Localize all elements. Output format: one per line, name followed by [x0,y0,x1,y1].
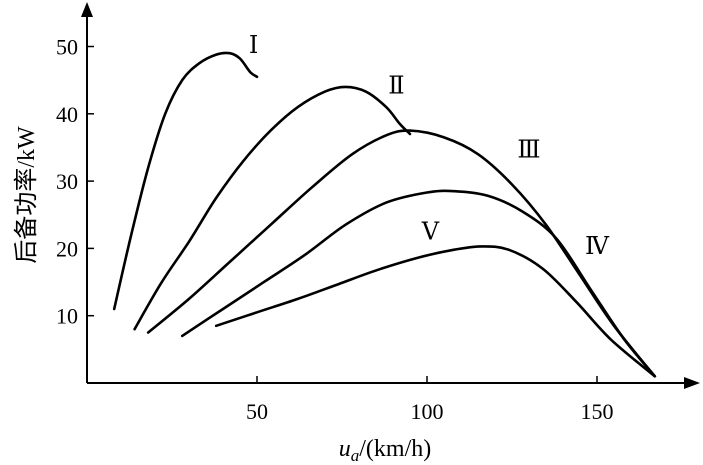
x-tick-label-150: 150 [581,399,614,424]
curves [112,51,657,378]
axes [81,2,700,389]
y-tick-label-50: 50 [56,35,78,60]
curve-label-gear-2: Ⅱ [388,74,404,100]
y-tick-label-40: 40 [56,102,78,127]
y-axis-arrow [81,2,93,17]
x-axis-label: ua/(km/h) [339,436,432,465]
curve-label-gear-1: Ⅰ [249,33,258,59]
curve-gear-3 [146,129,657,378]
x-axis-arrow [684,377,700,389]
curve-gear-4 [180,189,657,378]
y-tick-label-10: 10 [56,304,78,329]
curve-label-gear-5: Ⅴ [421,220,440,246]
x-tick-label-50: 50 [246,399,268,424]
curve-gear-5 [214,245,657,378]
y-axis-label: 后备功率/kW [13,126,40,264]
curve-label-gear-3: Ⅲ [517,138,540,164]
x-axis-label-sub: a [351,446,360,465]
y-tick-label-30: 30 [56,169,78,194]
x-axis-label-unit: /(km/h) [359,436,431,462]
x-axis-label-var: u [339,436,351,462]
curve-gear-2 [133,85,412,331]
curve-labels: Ⅰ Ⅱ Ⅲ Ⅳ Ⅴ [249,33,610,260]
x-tick-label-100: 100 [411,399,444,424]
curve-gear-1 [112,51,259,311]
ticks: 50 100 150 10 20 30 40 50 [56,35,614,425]
y-tick-label-20: 20 [56,236,78,261]
curve-label-gear-4: Ⅳ [585,234,610,260]
